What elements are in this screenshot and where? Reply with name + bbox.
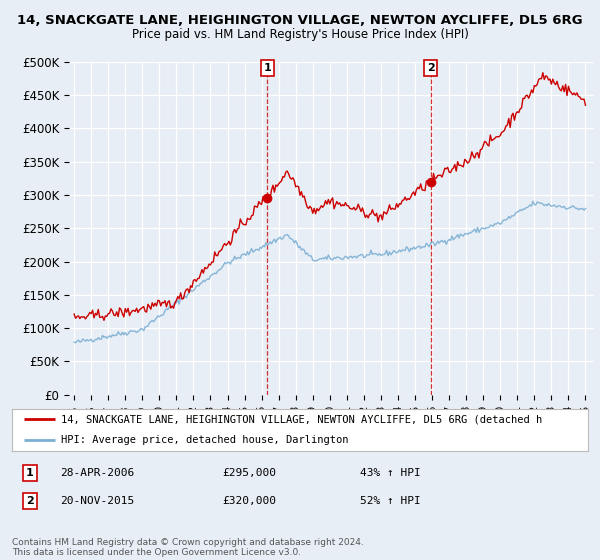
Text: 1: 1 xyxy=(26,468,34,478)
Text: 1: 1 xyxy=(263,63,271,73)
Text: 2: 2 xyxy=(427,63,434,73)
Text: HPI: Average price, detached house, Darlington: HPI: Average price, detached house, Darl… xyxy=(61,435,349,445)
Text: Contains HM Land Registry data © Crown copyright and database right 2024.
This d: Contains HM Land Registry data © Crown c… xyxy=(12,538,364,557)
Text: £320,000: £320,000 xyxy=(222,496,276,506)
Text: 20-NOV-2015: 20-NOV-2015 xyxy=(60,496,134,506)
Text: £295,000: £295,000 xyxy=(222,468,276,478)
Text: 14, SNACKGATE LANE, HEIGHINGTON VILLAGE, NEWTON AYCLIFFE, DL5 6RG: 14, SNACKGATE LANE, HEIGHINGTON VILLAGE,… xyxy=(17,14,583,27)
Text: Price paid vs. HM Land Registry's House Price Index (HPI): Price paid vs. HM Land Registry's House … xyxy=(131,28,469,41)
Text: 2: 2 xyxy=(26,496,34,506)
Text: 43% ↑ HPI: 43% ↑ HPI xyxy=(360,468,421,478)
Text: 14, SNACKGATE LANE, HEIGHINGTON VILLAGE, NEWTON AYCLIFFE, DL5 6RG (detached h: 14, SNACKGATE LANE, HEIGHINGTON VILLAGE,… xyxy=(61,414,542,424)
Text: 52% ↑ HPI: 52% ↑ HPI xyxy=(360,496,421,506)
Text: 28-APR-2006: 28-APR-2006 xyxy=(60,468,134,478)
